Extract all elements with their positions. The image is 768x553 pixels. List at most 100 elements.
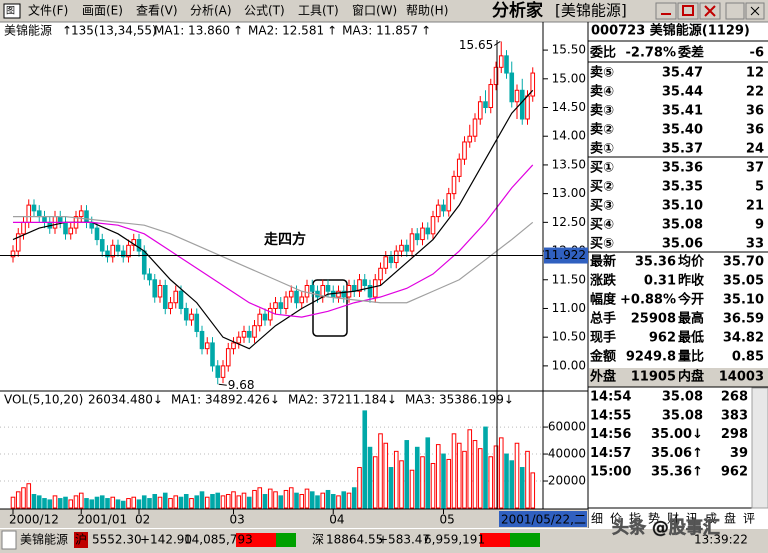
volume-bar (425, 437, 431, 509)
close-glyph (704, 5, 716, 17)
volume-bar (388, 467, 394, 509)
stat-label: 幅度 (590, 292, 617, 308)
volume-bar (472, 440, 478, 509)
trade-time: 14:55 (590, 408, 631, 423)
candle-body (105, 250, 110, 258)
volume-bar (404, 440, 410, 509)
status-icon[interactable] (1, 530, 17, 550)
trades-scrollbar[interactable] (751, 387, 768, 509)
trade-volume: 39 (730, 446, 748, 461)
ma-header: MA3: 11.857 (342, 24, 418, 38)
volume-bar (278, 495, 284, 509)
panel-tab[interactable]: 价 (610, 512, 622, 526)
y-tick-label: 13.00 (552, 186, 586, 200)
ma-line (12, 89, 534, 350)
candle-body (498, 55, 504, 68)
sh-index: 5552.30 (92, 533, 142, 547)
high-label: 15.65 (459, 38, 493, 52)
volume-bar (136, 499, 142, 509)
volume-bar (110, 496, 116, 509)
book-label: 卖② (590, 122, 614, 138)
candle-body (267, 307, 273, 321)
panel-tab[interactable]: 细 (591, 512, 603, 526)
volume-bar (435, 444, 441, 509)
menu-item[interactable]: 画面(E) (82, 4, 123, 18)
trade-time: 14:56 (590, 427, 631, 442)
trade-volume: 298 (721, 427, 748, 442)
candle-body (10, 250, 16, 258)
candle-body (189, 313, 194, 321)
menu-item[interactable]: 查看(V) (136, 4, 178, 18)
candle-body (456, 158, 462, 177)
volume-bar (162, 492, 168, 509)
volume-header: 26034.480↓ (88, 393, 163, 407)
volume-bar (409, 469, 415, 509)
volume-bar (257, 487, 263, 509)
book-label: 卖④ (590, 84, 614, 100)
candle-body (231, 342, 236, 350)
volume-bar (99, 495, 105, 509)
volume-bar (52, 495, 58, 509)
candle-body (451, 175, 457, 195)
candle-body (372, 279, 378, 298)
sh-badge (74, 532, 88, 548)
low-pointer (218, 383, 227, 386)
panel-tab[interactable]: 盘 (724, 511, 736, 526)
volume-bar (236, 495, 242, 509)
app-icon[interactable] (3, 3, 21, 19)
volume-bar (68, 499, 74, 509)
menu-item[interactable]: 文件(F) (28, 3, 68, 18)
panel-tab[interactable]: 成 (705, 512, 717, 526)
candle-body (420, 227, 425, 241)
candle-body (194, 313, 200, 332)
panel-tab[interactable]: 财 (667, 512, 679, 526)
trade-price: 35.00↓ (651, 427, 703, 442)
candle-body (57, 216, 63, 223)
candle-body (299, 296, 305, 304)
volume-bar (420, 456, 425, 509)
volume-bar (456, 442, 462, 509)
candle-body (126, 244, 131, 258)
y-tick-label: 15.50 (552, 43, 586, 57)
candle-body (36, 210, 42, 218)
candle-body (493, 66, 499, 86)
volume-bar (430, 462, 436, 509)
panel-tab[interactable]: 势 (648, 512, 660, 526)
book-volume: 5 (755, 180, 764, 195)
panel-tab[interactable]: 评 (743, 512, 755, 526)
menu-item[interactable]: 窗口(W) (352, 4, 397, 18)
stat-label: 最低 (678, 330, 704, 346)
volume-bar (299, 494, 305, 509)
candle-body (21, 221, 26, 235)
book-price: 35.40 (662, 123, 703, 138)
stat-label: 内盘 (678, 369, 704, 385)
book-label: 买① (590, 161, 614, 176)
panel-tab[interactable]: 讯 (686, 512, 698, 526)
candle-body (504, 55, 509, 74)
volume-bar (189, 498, 194, 509)
menu-item[interactable]: 分析(A) (190, 4, 232, 18)
menu-item[interactable]: 公式(T) (244, 4, 285, 18)
ma-line (13, 164, 534, 318)
candle-body (178, 290, 184, 309)
date-label: 05 (440, 513, 455, 527)
date-label: 02 (135, 513, 150, 527)
menu-item[interactable]: 帮助(H) (406, 4, 448, 18)
candle-body (183, 307, 189, 321)
volume-bar (131, 496, 137, 509)
candle-body (42, 216, 47, 223)
volume-bar (483, 426, 488, 509)
child-minimize[interactable] (725, 2, 745, 20)
volume-bar (183, 494, 189, 509)
candle-body (430, 216, 436, 235)
volume-bar (414, 446, 420, 509)
book-label: 卖⑤ (590, 65, 614, 81)
sh-label: 沪 (75, 533, 87, 547)
panel-tab[interactable]: 指 (629, 511, 641, 526)
minimize-button[interactable] (655, 2, 677, 20)
trade-price: 35.08 (662, 390, 703, 405)
menu-item[interactable]: 工具(T) (298, 4, 339, 18)
y-tick-label: 10.50 (552, 330, 586, 344)
volume-bar (441, 453, 446, 509)
volume-bar (273, 491, 278, 509)
